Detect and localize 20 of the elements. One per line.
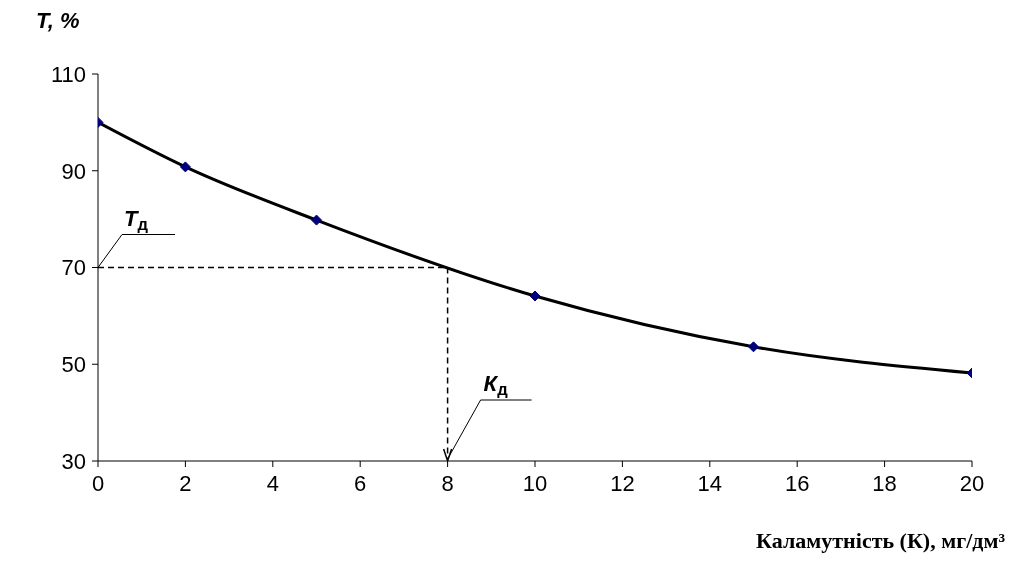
x-tick-label: 20 [959, 470, 985, 496]
x-tick-label: 10 [522, 470, 548, 496]
x-tick-label: 0 [91, 470, 105, 496]
x-tick-label: 4 [266, 470, 279, 496]
y-tick-label: 110 [50, 61, 86, 87]
x-tick-label: 18 [872, 470, 897, 496]
x-axis-title: Каламутність (К), мг/дм³ [756, 528, 1005, 554]
x-tick-label: 2 [179, 470, 192, 496]
y-tick-label: 90 [61, 158, 86, 184]
ref-line-label: T$_{д}$ [124, 205, 149, 233]
x-tick-label: 12 [610, 470, 635, 496]
x-tick-label: 8 [441, 470, 454, 496]
y-tick-label: 50 [61, 352, 86, 378]
x-tick-label: 16 [784, 470, 810, 496]
y-tick-label: 70 [61, 255, 86, 281]
ref-line-label: К$_{д}$ [483, 371, 509, 399]
y-tick-label: 30 [61, 448, 86, 474]
x-tick-label: 14 [697, 470, 723, 496]
y-axis-title: T, % [36, 8, 80, 34]
x-tick-label: 6 [354, 470, 367, 496]
